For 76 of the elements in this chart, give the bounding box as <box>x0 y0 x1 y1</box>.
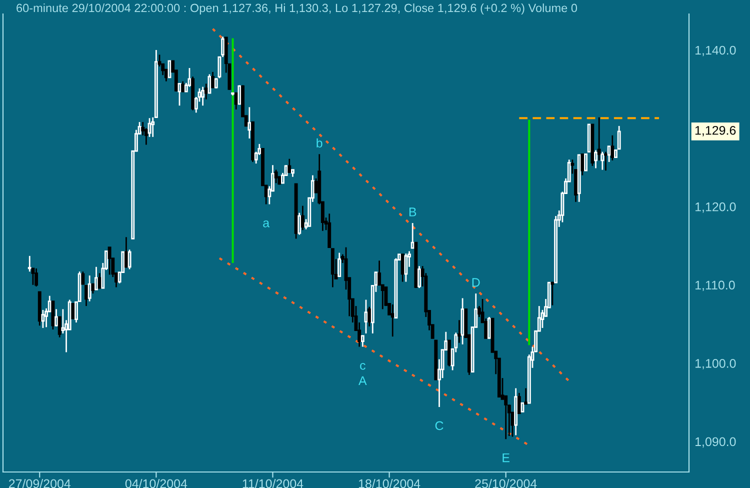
candlestick <box>208 74 212 94</box>
chart-title: 60-minute 29/10/2004 22:00:00 : Open 1,127.36, Hi 1,130.3, Lo 1,127.29, Close 1,129.6 (+0.2 %) Volume 0 <box>16 4 578 15</box>
candlestick <box>31 268 35 286</box>
y-tick-label: 1,110.0 <box>696 280 735 292</box>
text: b <box>316 138 322 148</box>
x-tick-label: 18/10/2004 <box>358 478 420 488</box>
text: c A <box>358 362 367 385</box>
candlestick <box>550 281 554 306</box>
candlestick <box>211 71 215 88</box>
candlestick <box>91 283 95 294</box>
text: 1,129.6 <box>695 126 736 136</box>
candlestick <box>84 284 88 307</box>
candlestick <box>58 316 62 338</box>
candlestick <box>98 272 102 289</box>
candlestick <box>124 236 128 268</box>
candlestick <box>487 316 491 339</box>
candlestick <box>181 80 185 92</box>
candlestick <box>390 304 394 338</box>
candlestick <box>158 54 162 68</box>
text: C <box>435 421 444 430</box>
candlestick <box>248 106 252 140</box>
candlestick <box>607 146 611 163</box>
candlestick <box>610 134 614 162</box>
x-tick-label: 27/09/2004 <box>8 478 71 488</box>
candlestick <box>504 395 508 440</box>
text: D <box>472 278 480 287</box>
candlestick <box>418 265 421 289</box>
candlestick <box>108 246 112 276</box>
candlestick <box>28 255 32 272</box>
candlestick <box>368 306 372 328</box>
candlestick <box>580 153 584 176</box>
candlestick <box>81 270 85 285</box>
y-tick-label: 1,090.0 <box>696 437 736 448</box>
candlestick <box>300 205 304 231</box>
x-tick-label: 11/10/2004 <box>242 478 304 488</box>
candlestick <box>274 169 278 184</box>
candlestick <box>204 82 208 100</box>
candlestick <box>597 116 601 162</box>
candlestick <box>94 266 98 290</box>
candlestick <box>178 82 182 106</box>
candlestick <box>524 388 528 405</box>
candlestick <box>238 84 242 105</box>
candlestick <box>71 302 75 320</box>
candlestick <box>148 117 152 138</box>
candlestick <box>88 274 92 302</box>
candlestick <box>168 60 172 78</box>
candlestick <box>288 158 292 174</box>
y-tick-label: 1,100.0 <box>696 358 736 370</box>
candlestick <box>201 86 205 106</box>
candlestick <box>128 248 132 270</box>
candlestick <box>364 299 368 334</box>
candlestick <box>604 151 608 172</box>
candlestick <box>360 335 364 348</box>
candlestick <box>410 222 414 249</box>
candlestick <box>594 150 598 169</box>
candlestick <box>188 67 192 88</box>
candlestick <box>517 392 521 414</box>
candlestick <box>404 252 408 282</box>
x-tick-label: 04/10/2004 <box>125 478 188 488</box>
candlestick <box>600 151 604 170</box>
text: E <box>502 453 510 462</box>
y-tick-label: 1,140.0 <box>696 46 736 56</box>
candlestick <box>617 125 621 150</box>
candlestick <box>400 254 404 282</box>
candlestick <box>338 252 342 277</box>
y-tick-label: 1,120.0 <box>696 202 736 213</box>
text: a <box>263 220 270 228</box>
candlestick <box>54 308 58 328</box>
candlestick <box>457 319 461 344</box>
candlestick <box>540 309 544 329</box>
candlestick <box>34 268 38 288</box>
text: B <box>409 208 416 216</box>
candlestick <box>41 309 45 329</box>
x-tick-label: 25/10/2004 <box>475 478 537 488</box>
candlestick <box>298 212 302 236</box>
candlestick <box>584 153 588 172</box>
